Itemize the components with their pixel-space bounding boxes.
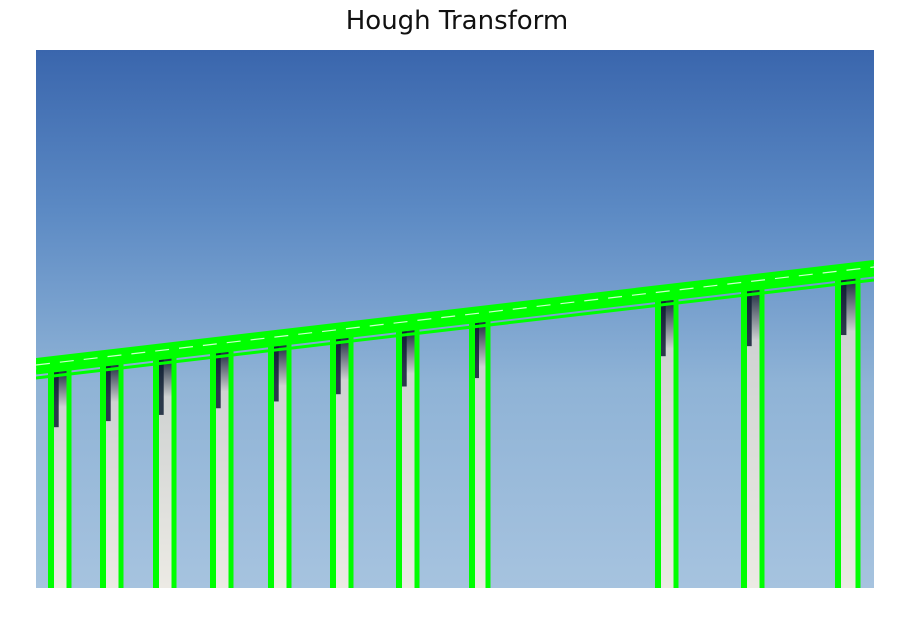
bridge-pillar	[397, 326, 419, 588]
pillar-shadow	[51, 367, 59, 428]
pillar-shadow	[103, 361, 111, 422]
hough-line-deck	[36, 278, 874, 380]
pillar-shadow	[838, 275, 847, 336]
image-panel	[36, 50, 874, 588]
hough-line-deck	[36, 260, 874, 362]
pillar-shadow	[399, 326, 407, 387]
pillar-shadow	[271, 341, 279, 402]
bridge-pillar	[331, 334, 353, 588]
hough-line-deck	[36, 263, 874, 371]
pillar-shadow	[658, 296, 666, 357]
pillar-shadow	[744, 286, 752, 347]
hough-image	[36, 50, 874, 588]
bridge-pillar	[656, 296, 678, 588]
pillar-shadow	[472, 318, 479, 379]
hough-line-deck	[36, 271, 874, 375]
bridge-pillar	[269, 341, 291, 588]
pillar-shadow	[333, 334, 341, 395]
pillar-shadow	[213, 348, 221, 409]
pillar-shadow	[156, 354, 164, 415]
deck-highlight	[36, 266, 874, 366]
figure-title: Hough Transform	[345, 6, 569, 36]
bridge-pillar	[742, 286, 764, 588]
hough-lines-overlay	[36, 260, 874, 588]
